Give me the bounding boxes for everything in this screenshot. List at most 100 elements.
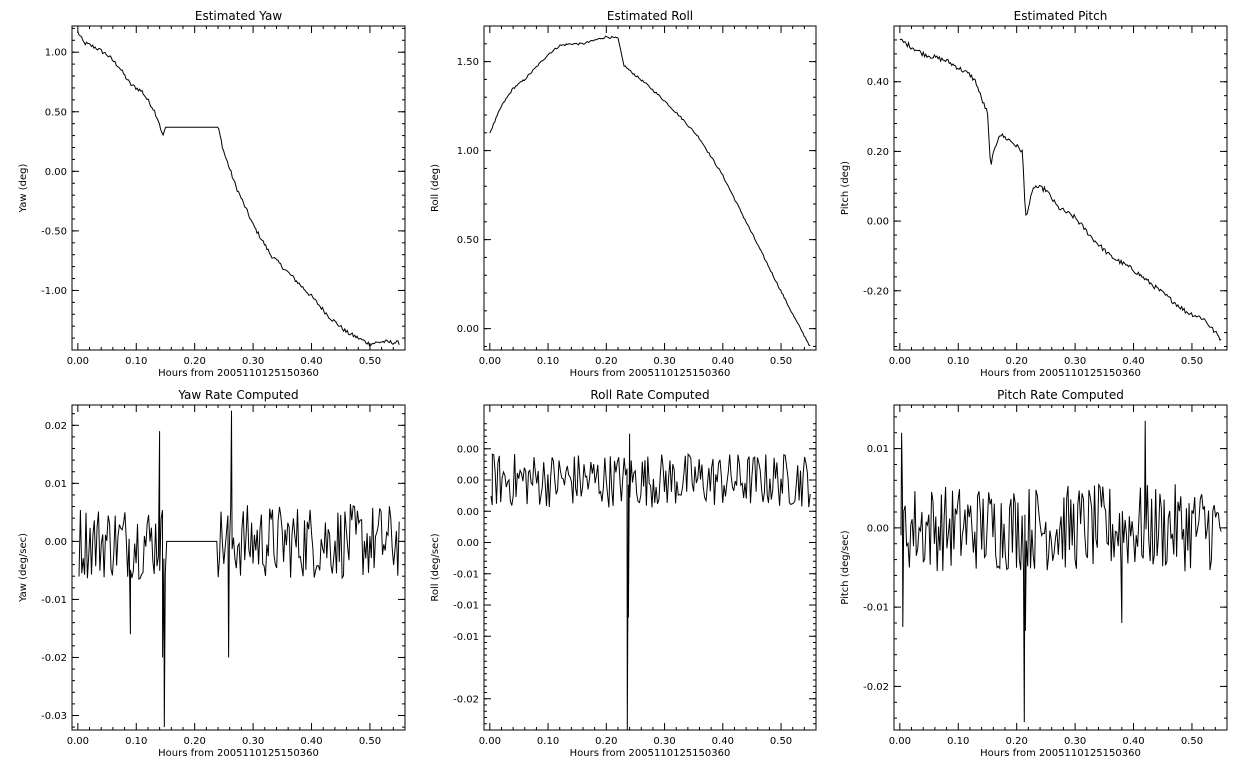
x-tick-label: 0.30	[1064, 356, 1086, 367]
series-line	[899, 38, 1222, 341]
x-tick-label: 0.00	[889, 736, 911, 747]
y-tick-label: 0.40	[867, 77, 889, 88]
x-tick-label: 0.10	[947, 356, 969, 367]
x-axis-label: Hours from 2005110125150360	[158, 368, 319, 379]
x-tick-label: 0.20	[184, 356, 206, 367]
x-tick-label: 0.20	[184, 736, 206, 747]
y-axis-label: Roll (deg)	[430, 164, 441, 212]
x-tick-label: 0.50	[1181, 356, 1203, 367]
x-tick-label: 0.00	[479, 736, 501, 747]
y-tick-label: -0.50	[41, 226, 67, 237]
y-tick-label: -0.03	[41, 711, 67, 722]
chart-panel-4: Yaw Rate Computed 0.00 0.10 0.20 0.30 0.40 0.5…	[18, 388, 406, 759]
x-tick-label: 0.20	[1006, 356, 1028, 367]
x-tick-label: 0.50	[770, 356, 792, 367]
x-tick-label: 0.10	[537, 356, 559, 367]
series-line	[490, 433, 811, 731]
x-tick-label: 0.40	[300, 736, 322, 747]
y-tick-label: 0.01	[45, 479, 67, 490]
chart-title: Estimated Roll	[607, 9, 693, 23]
chart-title: Roll Rate Computed	[590, 388, 709, 402]
y-tick-label: 0.00	[457, 507, 479, 518]
chart-title: Estimated Pitch	[1014, 9, 1108, 23]
y-tick-label: 0.50	[45, 107, 67, 118]
y-tick-label: -0.01	[453, 632, 479, 643]
series-line	[78, 410, 400, 728]
y-axis-label: Yaw (deg/sec)	[18, 533, 29, 603]
x-axis-label: Hours from 2005110125150360	[570, 748, 731, 759]
x-tick-label: 0.10	[125, 736, 147, 747]
plot-frame	[893, 404, 1228, 731]
chart-panel-2: Estimated Roll 0.00 0.10 0.20 0.30 0.40 0.50 1.…	[430, 9, 817, 379]
y-tick-label: 0.50	[457, 235, 479, 246]
y-axis-label: Yaw (deg)	[18, 163, 29, 213]
x-axis-label: Hours from 2005110125150360	[158, 748, 319, 759]
y-tick-label: 0.00	[457, 538, 479, 549]
chart-panel-1: Estimated Yaw 0.00 0.10 0.20 0.30 0.40 0.50 1.0…	[18, 9, 406, 379]
x-tick-label: 0.50	[1181, 736, 1203, 747]
x-tick-label: 0.50	[359, 736, 381, 747]
x-tick-label: 0.30	[653, 356, 675, 367]
x-tick-label: 0.50	[770, 736, 792, 747]
y-tick-label: 0.00	[45, 537, 67, 548]
y-axis-label: Roll (deg/sec)	[430, 533, 441, 601]
y-tick-label: 0.02	[45, 421, 67, 432]
y-tick-label: -1.00	[41, 286, 67, 297]
x-tick-label: 0.10	[125, 356, 147, 367]
x-tick-label: 0.40	[712, 736, 734, 747]
x-tick-label: 0.40	[1122, 356, 1144, 367]
plot-frame	[893, 25, 1228, 351]
y-tick-label: 0.00	[867, 217, 889, 228]
y-tick-label: -0.01	[863, 603, 889, 614]
x-tick-label: 0.10	[947, 736, 969, 747]
x-tick-label: 0.00	[67, 736, 89, 747]
y-axis-label: Pitch (deg/sec)	[840, 530, 851, 605]
x-tick-label: 0.00	[889, 356, 911, 367]
y-tick-label: -0.01	[453, 601, 479, 612]
x-tick-label: 0.40	[712, 356, 734, 367]
plot-frame	[71, 25, 406, 351]
series-line	[900, 420, 1222, 723]
chart-panel-3: Estimated Pitch 0.00 0.10 0.20 0.30 0.40 0.50 0…	[840, 9, 1228, 379]
chart-panel-6: Pitch Rate Computed 0.00 0.10 0.20 0.30 0.40 0…	[840, 388, 1228, 759]
y-tick-label: 0.20	[867, 147, 889, 158]
chart-title: Yaw Rate Computed	[177, 388, 298, 402]
x-tick-label: 0.30	[242, 356, 264, 367]
y-tick-label: -0.01	[453, 569, 479, 580]
x-tick-label: 0.20	[595, 736, 617, 747]
y-axis-label: Pitch (deg)	[840, 161, 851, 215]
y-tick-label: -0.02	[41, 653, 67, 664]
x-tick-label: 0.50	[359, 356, 381, 367]
x-tick-label: 0.20	[595, 356, 617, 367]
y-tick-label: 0.00	[867, 523, 889, 534]
chart-title: Estimated Yaw	[195, 9, 282, 23]
series-line	[77, 31, 400, 347]
x-tick-label: 0.30	[1064, 736, 1086, 747]
chart-panel-5: Roll Rate Computed 0.00 0.10 0.20 0.30 0.40 0.…	[430, 388, 817, 759]
y-tick-label: 1.50	[457, 57, 479, 68]
y-tick-label: 0.00	[457, 476, 479, 487]
y-tick-label: 0.01	[867, 444, 889, 455]
y-tick-label: -0.20	[863, 286, 889, 297]
x-axis-label: Hours from 2005110125150360	[980, 368, 1141, 379]
x-tick-label: 0.00	[67, 356, 89, 367]
x-axis-label: Hours from 2005110125150360	[980, 748, 1141, 759]
x-tick-label: 0.00	[479, 356, 501, 367]
x-tick-label: 0.30	[653, 736, 675, 747]
x-tick-label: 0.30	[242, 736, 264, 747]
x-axis-label: Hours from 2005110125150360	[570, 368, 731, 379]
chart-title: Pitch Rate Computed	[997, 388, 1124, 402]
y-tick-label: -0.01	[41, 595, 67, 606]
x-tick-label: 0.20	[1006, 736, 1028, 747]
x-tick-label: 0.40	[300, 356, 322, 367]
y-tick-label: 0.00	[457, 324, 479, 335]
y-tick-label: -0.02	[863, 682, 889, 693]
plot-frame	[483, 25, 817, 351]
series-line	[489, 35, 811, 346]
plot-frame	[483, 404, 817, 731]
y-tick-label: 1.00	[45, 48, 67, 59]
plot-frame	[71, 404, 406, 731]
x-tick-label: 0.40	[1122, 736, 1144, 747]
y-tick-label: -0.02	[453, 694, 479, 705]
